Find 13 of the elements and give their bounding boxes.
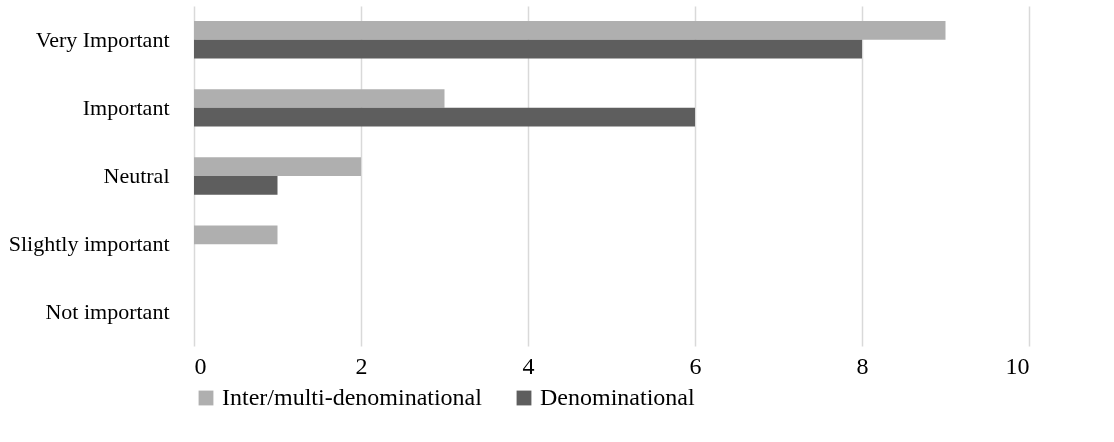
x-tick-label: 6 [689,352,702,379]
y-tick-label: Important [82,94,170,120]
y-tick-label: Slightly important [8,231,170,257]
x-tick-label: 0 [194,352,207,379]
y-tick-label: Very Important [35,26,170,52]
x-tick-label: 10 [1005,352,1030,379]
x-tick-label: 4 [522,352,535,379]
y-tick-label: Not important [45,299,170,325]
legend-label: Inter/multi-denominational [222,384,483,410]
y-tick-label: Neutral [103,163,170,188]
x-tick-label: 8 [856,352,869,379]
x-tick-label: 2 [355,352,368,379]
legend-label: Denominational [540,384,695,410]
